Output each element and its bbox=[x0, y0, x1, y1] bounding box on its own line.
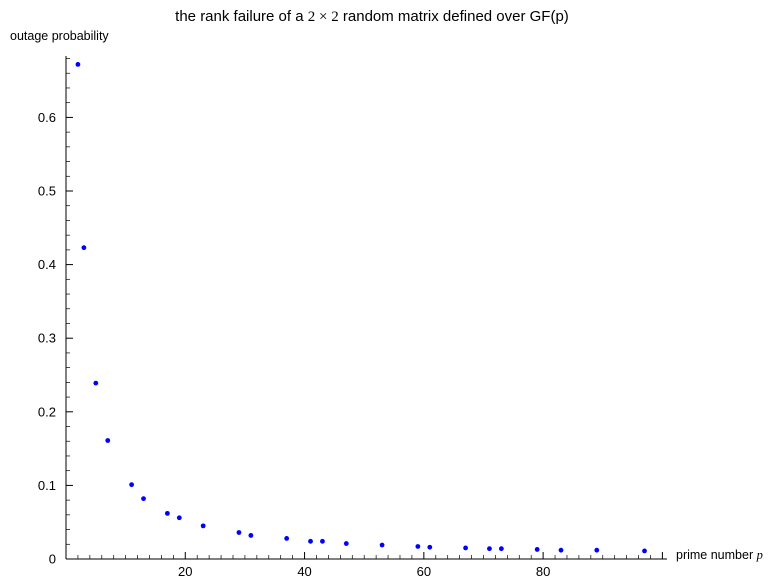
data-points bbox=[75, 62, 647, 554]
chart-title-suffix: random matrix defined over GF(p) bbox=[339, 8, 569, 25]
y-tick-label: 0.3 bbox=[38, 331, 56, 346]
x-tick-label: 80 bbox=[536, 564, 550, 579]
x-axis-ticks: 20 40 60 80 bbox=[77, 552, 663, 579]
data-point bbox=[379, 542, 385, 548]
y-tick-label: 0.1 bbox=[38, 478, 56, 493]
y-tick-label: 0.5 bbox=[38, 184, 56, 199]
data-point bbox=[164, 510, 170, 516]
data-point bbox=[487, 546, 492, 552]
x-tick-label: 40 bbox=[297, 564, 311, 579]
data-point bbox=[105, 438, 111, 443]
data-point bbox=[308, 538, 313, 544]
y-tick-label: 0.2 bbox=[38, 404, 56, 419]
data-point bbox=[93, 380, 99, 386]
data-point bbox=[141, 496, 146, 502]
data-point bbox=[498, 546, 504, 552]
y-tick-label: 0 bbox=[49, 552, 56, 567]
data-point bbox=[176, 515, 182, 521]
x-tick-label: 60 bbox=[417, 564, 431, 579]
data-point bbox=[642, 548, 647, 554]
data-point bbox=[558, 547, 564, 553]
x-axis-title-text: prime number bbox=[676, 548, 757, 562]
data-point bbox=[343, 541, 349, 546]
data-point bbox=[81, 245, 87, 251]
y-axis-title: outage probability bbox=[10, 29, 109, 43]
data-point bbox=[415, 544, 421, 549]
data-point bbox=[534, 547, 540, 552]
x-tick-label: 20 bbox=[178, 564, 192, 579]
data-point bbox=[200, 523, 206, 529]
chart-title: the rank failure of a 2 × 2 random matri… bbox=[175, 8, 569, 25]
y-tick-label: 0.6 bbox=[38, 110, 56, 125]
data-point bbox=[248, 533, 254, 538]
x-axis-title: prime number p bbox=[676, 548, 763, 562]
data-point bbox=[427, 544, 433, 550]
data-point bbox=[320, 538, 325, 544]
x-axis-title-variable: p bbox=[756, 548, 763, 562]
data-point bbox=[129, 482, 135, 488]
data-point bbox=[236, 530, 242, 535]
data-point bbox=[594, 547, 600, 553]
data-point bbox=[284, 535, 290, 541]
chart-title-math: 2 × 2 bbox=[308, 9, 339, 25]
data-point bbox=[463, 545, 468, 551]
y-tick-label: 0.4 bbox=[38, 257, 56, 272]
chart-title-prefix: the rank failure of a bbox=[175, 8, 308, 25]
y-axis-ticks: 0 0.1 0.2 0.3 0.4 0.5 0.6 bbox=[38, 58, 73, 567]
data-point bbox=[75, 62, 81, 67]
